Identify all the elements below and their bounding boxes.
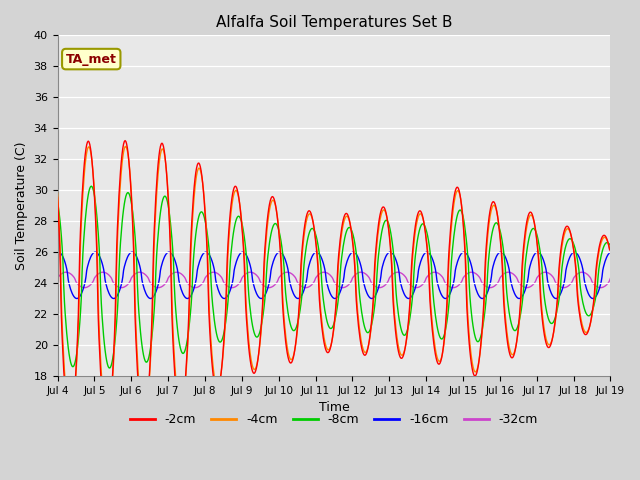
- Y-axis label: Soil Temperature (C): Soil Temperature (C): [15, 142, 28, 270]
- Title: Alfalfa Soil Temperatures Set B: Alfalfa Soil Temperatures Set B: [216, 15, 452, 30]
- Legend: -2cm, -4cm, -8cm, -16cm, -32cm: -2cm, -4cm, -8cm, -16cm, -32cm: [125, 408, 543, 431]
- X-axis label: Time: Time: [319, 401, 349, 414]
- Text: TA_met: TA_met: [66, 53, 116, 66]
